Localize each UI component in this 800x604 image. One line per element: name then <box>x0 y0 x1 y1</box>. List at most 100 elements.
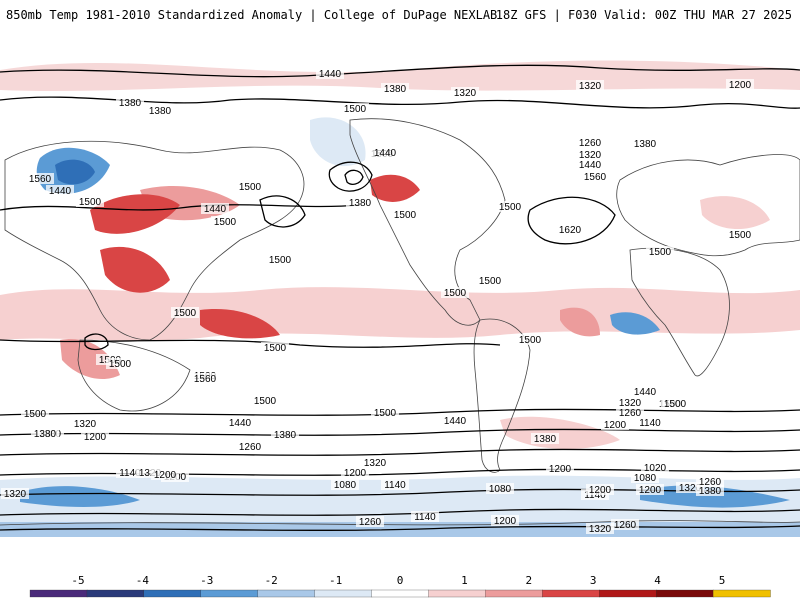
contour-label: 1320 <box>74 419 97 430</box>
contour-label-bg <box>611 519 639 530</box>
contour-line <box>0 64 800 78</box>
colorbar-scale <box>29 589 771 598</box>
contour-label-bg <box>26 173 54 184</box>
contour-label: 1500 <box>24 409 47 420</box>
contour-label: 1140 <box>584 490 606 501</box>
anomaly-region <box>560 307 600 337</box>
contour-label-bg <box>71 418 99 429</box>
colorbar-tick-label: 3 <box>589 574 597 587</box>
contour-label-bg <box>451 87 479 98</box>
contour-label-bg <box>266 254 294 265</box>
contour-label: 1080 <box>334 480 357 491</box>
contour-label-bg <box>146 105 174 116</box>
contour-label-bg <box>371 147 399 158</box>
contour-label-bg <box>476 275 504 286</box>
contour-label: 1380 <box>699 486 722 497</box>
contour-label-bg <box>46 185 74 196</box>
contour-label: 1500 <box>394 210 417 221</box>
header: 850mb Temp 1981-2010 Standardized Anomal… <box>0 0 800 30</box>
contour-label: 1380 <box>149 106 172 117</box>
contour-label: 1500 <box>174 308 197 319</box>
anomaly-region <box>0 287 800 341</box>
contour-line <box>0 428 800 436</box>
contour-label: 1080 <box>489 484 512 495</box>
contour-label-bg <box>546 463 574 474</box>
contour-label-bg <box>346 197 374 208</box>
contour-label-bg <box>391 209 419 220</box>
contour-label-bg <box>316 68 344 79</box>
contour-label-bg <box>631 386 659 397</box>
contour-label: 1320 <box>579 81 602 92</box>
anomaly-region <box>610 312 660 335</box>
contour-labels: 1440138013801380132013201200150015001440… <box>1 68 754 535</box>
coastline-australia <box>77 339 191 412</box>
contour-label: 1320 <box>679 483 702 494</box>
contour-label: 1560 <box>194 374 217 385</box>
contour-label: 1440 <box>579 160 602 171</box>
contour-label-bg <box>136 467 164 478</box>
contour-label-bg <box>486 483 514 494</box>
contour-label: 1500 <box>344 104 367 115</box>
contour-line <box>0 204 361 211</box>
contour-label: 1200 <box>549 464 572 475</box>
contour-label-bg <box>226 417 254 428</box>
colorbar-tick-label: 0 <box>396 574 404 587</box>
contour-label-bg <box>251 395 279 406</box>
anomaly-region <box>100 246 170 293</box>
coastline-asia <box>4 140 305 341</box>
colorbar-tick-label: -5 <box>71 574 85 587</box>
colorbar-swatch <box>712 589 771 598</box>
contour-label-bg <box>31 428 59 439</box>
colorbar-swatch <box>428 589 487 598</box>
colorbar-swatch <box>29 589 88 598</box>
contour-label: 1380 <box>274 430 297 441</box>
colorbar-tick-label: -2 <box>264 574 278 587</box>
contour-label: 1500 <box>269 255 292 266</box>
colorbar-swatch <box>86 589 145 598</box>
contour-label-bg <box>586 523 614 534</box>
contour-label: 1320 <box>364 458 387 469</box>
contour-label-bg <box>171 307 199 318</box>
contour-label-bg <box>641 462 669 473</box>
anomaly-region <box>20 486 140 507</box>
colorbar-tick-label: 5 <box>718 574 726 587</box>
contour-label: 1500 <box>374 408 397 419</box>
contour-label: 1140 <box>639 418 661 429</box>
contour-label-bg <box>696 476 724 487</box>
colorbar-tick-label: 4 <box>654 574 661 587</box>
contour-label-bg <box>601 419 629 430</box>
coastline-north-america <box>349 118 506 326</box>
colorbar-swatch <box>599 589 657 598</box>
contour-label-bg <box>356 516 384 527</box>
contour-label-bg <box>116 467 144 478</box>
colorbar: -5 -4 -3 -2 -1 0 1 2 3 4 5 <box>0 570 800 600</box>
contour-label-bg <box>496 201 524 212</box>
contour-label-bg <box>576 149 604 160</box>
contour-label-bg <box>576 80 604 91</box>
contour-label: 1200 <box>154 470 177 481</box>
contour-line <box>0 525 800 531</box>
world-map: 1440138013801380132013201200150015001440… <box>0 40 800 557</box>
contour-label: 1020 <box>644 463 667 474</box>
colorbar-tick-label: -3 <box>200 574 214 587</box>
contour-label: 1440 <box>319 69 342 80</box>
contour-label: 1380 <box>534 434 557 445</box>
contour-label-bg <box>261 342 289 353</box>
contour-label: 1200 <box>589 485 612 496</box>
contour-label-bg <box>576 159 604 170</box>
contour-label-bg <box>236 181 264 192</box>
contour-line <box>84 333 109 351</box>
anomaly-region <box>500 416 620 450</box>
contour-label: 1200 <box>344 468 367 479</box>
contour-label-bg <box>411 511 439 522</box>
contour-label: 1500 <box>499 202 522 213</box>
anomaly-region <box>60 339 120 380</box>
anomaly-region <box>200 309 280 339</box>
contour-label-bg <box>491 515 519 526</box>
contour-label: 1260 <box>614 520 637 531</box>
contour-label: 1440 <box>634 387 657 398</box>
coastline-africa <box>629 247 730 377</box>
contour-label-bg <box>616 407 644 418</box>
contour-label: 1260 <box>579 138 602 149</box>
contour-line <box>0 96 800 109</box>
